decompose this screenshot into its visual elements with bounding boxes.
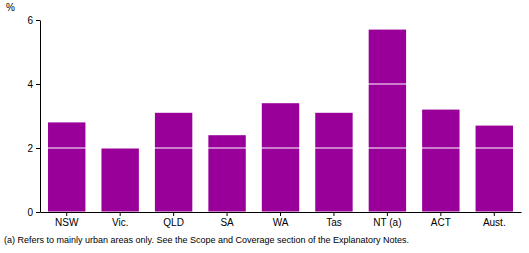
- x-tick-label: ACT: [431, 217, 451, 228]
- x-tick: Vic.: [112, 212, 128, 228]
- x-tick-mark: [494, 212, 495, 216]
- y-tick-label: 6: [27, 15, 33, 26]
- x-tick-mark: [280, 212, 281, 216]
- x-tick-mark: [387, 212, 388, 216]
- grid-line: [40, 84, 521, 85]
- y-tick-label: 2: [27, 143, 33, 154]
- y-tick-label: 4: [27, 79, 33, 90]
- bar: [476, 126, 513, 212]
- plot: 0 2 4 6 NSW Vic. QLD SA WA Tas NT (a) ACT Aust.: [27, 15, 521, 228]
- bars: [48, 30, 513, 212]
- x-tick: Aust.: [483, 212, 506, 228]
- y-tick-mark: [36, 20, 40, 21]
- x-tick-label: NSW: [55, 217, 79, 228]
- x-tick: Tas: [326, 212, 342, 228]
- x-tick-mark: [120, 212, 121, 216]
- x-tick-label: NT (a): [373, 217, 401, 228]
- chart: 0 2 4 6 NSW Vic. QLD SA WA Tas NT (a) ACT Aust.% (a) …: [0, 0, 529, 253]
- x-tick: NT (a): [373, 212, 401, 228]
- x-tick-label: WA: [273, 217, 289, 228]
- y-tick-label: 0: [27, 207, 33, 218]
- y-tick-mark: [36, 148, 40, 149]
- bar: [262, 103, 299, 212]
- bar: [48, 122, 85, 212]
- x-tick: QLD: [163, 212, 184, 228]
- grid-line: [40, 148, 521, 149]
- y-tick: 6: [27, 15, 40, 26]
- bar: [208, 135, 245, 212]
- x-tick-mark: [333, 212, 334, 216]
- y-tick: 0: [27, 207, 40, 218]
- footnote: (a) Refers to mainly urban areas only. S…: [4, 235, 409, 245]
- x-tick: WA: [273, 212, 289, 228]
- bar: [101, 148, 138, 212]
- x-tick: ACT: [431, 212, 451, 228]
- y-axis-line: [40, 21, 41, 213]
- x-tick-label: SA: [220, 217, 234, 228]
- x-tick: NSW: [55, 212, 79, 228]
- x-tick-mark: [440, 212, 441, 216]
- x-tick-mark: [66, 212, 67, 216]
- x-tick-mark: [173, 212, 174, 216]
- x-tick-label: Vic.: [112, 217, 128, 228]
- y-tick-mark: [36, 84, 40, 85]
- y-tick-mark: [36, 212, 40, 213]
- x-tick-label: QLD: [163, 217, 184, 228]
- bar: [369, 30, 406, 212]
- x-tick-mark: [227, 212, 228, 216]
- y-tick: 4: [27, 79, 40, 90]
- bar: [155, 113, 192, 212]
- x-axis: NSW Vic. QLD SA WA Tas NT (a) ACT Aust.: [41, 212, 522, 228]
- bar: [315, 113, 352, 212]
- x-tick: SA: [220, 212, 234, 228]
- y-axis-title: %: [6, 2, 15, 13]
- grid-line: [40, 20, 521, 21]
- grid: [40, 20, 521, 212]
- y-axis: 0 2 4 6: [27, 15, 40, 218]
- y-tick: 2: [27, 143, 40, 154]
- x-tick-label: Tas: [326, 217, 342, 228]
- bar: [422, 110, 459, 212]
- x-tick-label: Aust.: [483, 217, 506, 228]
